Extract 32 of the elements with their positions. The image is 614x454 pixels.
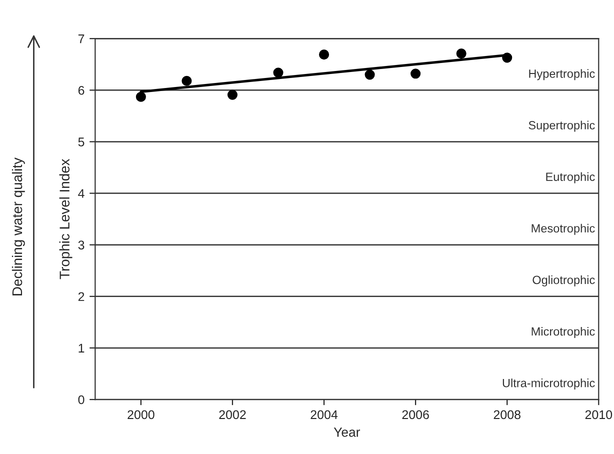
point — [182, 76, 192, 86]
y-tick-label: 0 — [78, 395, 84, 404]
x-axis-title: Year — [334, 428, 360, 437]
y-tick-label: 3 — [78, 240, 84, 250]
point — [318, 50, 330, 60]
point — [364, 70, 375, 80]
x-tick-label: 2008 — [494, 410, 520, 420]
point — [273, 68, 284, 78]
annotation: Ultra-microtrophic — [502, 378, 595, 390]
annotation: Eutrophic — [546, 172, 595, 184]
point — [410, 68, 421, 79]
y-tick-label: 1 — [78, 344, 84, 352]
y-tick-label: 5 — [78, 138, 84, 146]
y-axis-title: Trophic Level Index — [59, 158, 72, 280]
point — [227, 90, 238, 100]
annotation: Supertrophic — [528, 120, 595, 132]
x-tick-label: 2004 — [310, 410, 338, 420]
annotation: Microtrophic — [532, 326, 595, 338]
point — [136, 92, 146, 102]
annotation: Mesotrophic — [532, 224, 595, 235]
point — [456, 48, 466, 59]
y-tick-label: 6 — [78, 86, 84, 95]
x-tick-label: 2006 — [402, 410, 429, 420]
x-tick-label: 2010 — [585, 410, 612, 420]
x-tick-label: 2000 — [128, 410, 154, 420]
text: Declining water quality — [12, 158, 25, 296]
y-tick-label: 7 — [78, 34, 84, 44]
y-tick-label: 2 — [78, 292, 84, 301]
y-tick-label: 4 — [78, 189, 84, 198]
annotation: Hypertrophic — [529, 69, 595, 80]
x-tick-label: 2002 — [219, 410, 246, 420]
annotation: Ogliotrophic — [532, 275, 595, 286]
